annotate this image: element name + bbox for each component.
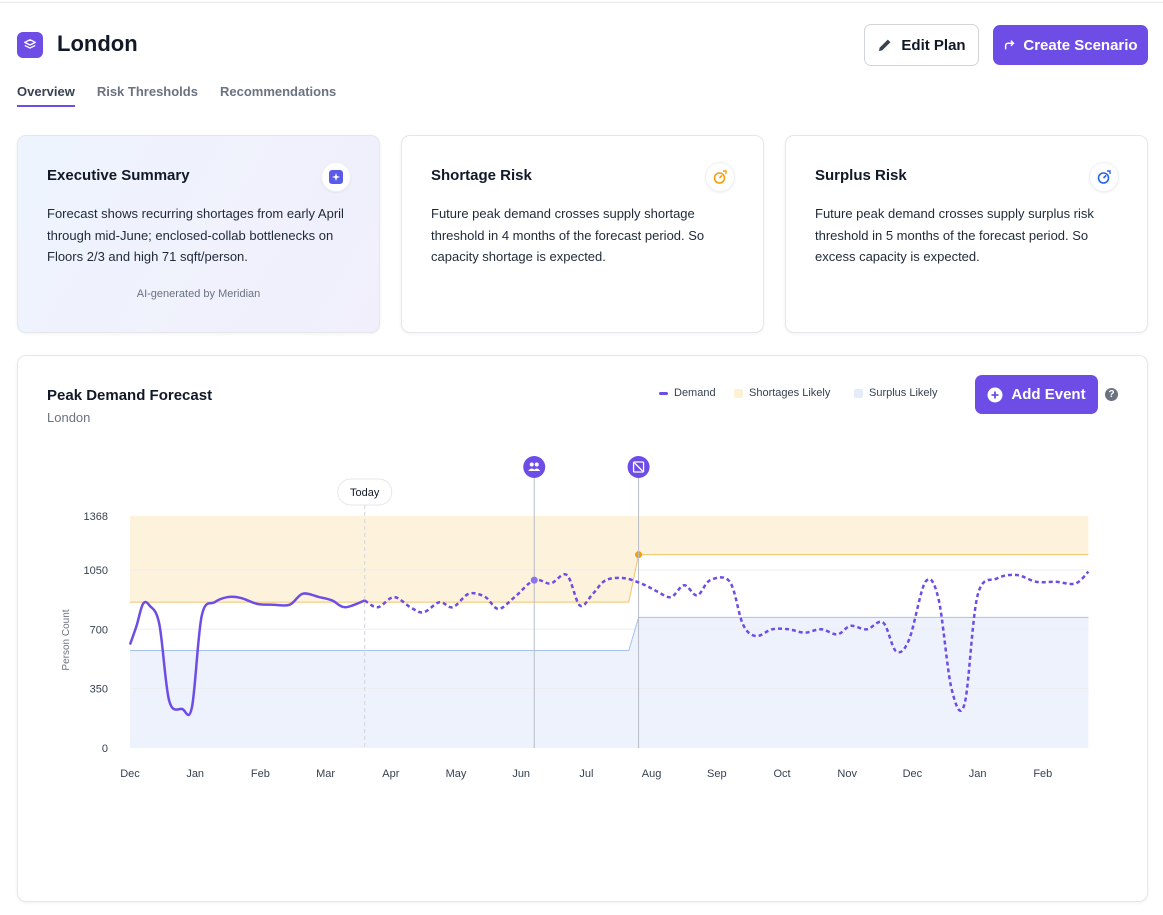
legend-shortage-swatch xyxy=(734,388,743,398)
executive-summary-title: Executive Summary xyxy=(47,167,190,184)
x-tick-label-7: Jul xyxy=(579,768,593,780)
forecast-subtitle: London xyxy=(47,410,91,425)
today-label: Today xyxy=(350,487,380,499)
people-icon-body xyxy=(528,468,541,471)
surplus-gauge-icon xyxy=(1089,162,1119,192)
y-tick-label-0: 0 xyxy=(102,743,108,755)
y-tick-label-2: 700 xyxy=(90,624,108,636)
surplus-band xyxy=(130,617,1089,748)
demand-line-forecast xyxy=(364,570,1090,712)
shortage-band xyxy=(130,516,1089,603)
surplus-risk-title: Surplus Risk xyxy=(815,167,907,184)
tab-bar: Overview Risk Thresholds Recommendations xyxy=(17,84,336,107)
executive-summary-card: Executive Summary Forecast shows recurri… xyxy=(17,135,380,333)
legend-surplus-label: Surplus Likely xyxy=(869,387,938,399)
tab-recommendations[interactable]: Recommendations xyxy=(219,84,337,99)
x-tick-label-0: Dec xyxy=(120,768,140,780)
branch-icon xyxy=(1005,40,1015,50)
forecast-title: Peak Demand Forecast xyxy=(47,387,213,404)
x-tick-label-2: Feb xyxy=(251,768,270,780)
legend-surplus: Surplus Likely xyxy=(854,387,937,399)
x-tick-label-14: Feb xyxy=(1033,768,1052,780)
today-pill xyxy=(337,478,393,506)
x-tick-label-11: Nov xyxy=(837,768,857,780)
surplus-risk-text: Future peak demand crosses supply surplu… xyxy=(815,206,1094,264)
y-axis-label: Person Count xyxy=(61,609,72,670)
add-event-button[interactable]: Add Event xyxy=(975,375,1098,414)
x-tick-label-4: Apr xyxy=(382,768,399,780)
create-scenario-label: Create Scenario xyxy=(1023,36,1138,54)
shrink-icon-slash xyxy=(634,462,644,472)
edit-plan-label: Edit Plan xyxy=(901,36,966,54)
y-tick-label-1: 350 xyxy=(90,684,108,696)
y-tick-label-4: 1368 xyxy=(84,511,108,523)
shortage-risk-card: Shortage Risk Future peak demand crosses… xyxy=(401,135,764,333)
legend-demand-label: Demand xyxy=(674,387,716,399)
x-tick-label-12: Dec xyxy=(903,768,923,780)
x-tick-label-1: Jan xyxy=(186,768,204,780)
x-tick-label-13: Jan xyxy=(969,768,987,780)
people-icon-head-b xyxy=(534,462,539,467)
legend-shortage-label: Shortages Likely xyxy=(749,387,831,399)
shrink-icon-frame xyxy=(632,461,645,473)
shortage-risk-title: Shortage Risk xyxy=(431,167,532,184)
tab-overview[interactable]: Overview xyxy=(17,84,75,107)
x-tick-label-5: May xyxy=(446,768,467,780)
people-icon xyxy=(523,456,546,478)
legend-shortage: Shortages Likely xyxy=(734,387,830,399)
surplus-threshold-line xyxy=(130,616,1089,651)
executive-summary-text: Forecast shows recurring shortages from … xyxy=(47,206,344,264)
pencil-icon xyxy=(879,39,891,51)
page-title: London xyxy=(57,31,138,56)
shortage-threshold-line xyxy=(130,554,1089,603)
x-tick-label-6: Jun xyxy=(512,768,530,780)
ai-generated-note: AI-generated by Meridian xyxy=(136,288,261,300)
legend-demand: Demand xyxy=(659,387,716,399)
help-icon[interactable]: ? xyxy=(1105,388,1118,401)
sparkle-icon[interactable] xyxy=(321,162,351,192)
y-tick-label-3: 1050 xyxy=(84,565,108,577)
surplus-risk-card: Surplus Risk Future peak demand crosses … xyxy=(785,135,1148,333)
edit-plan-button[interactable]: Edit Plan xyxy=(864,24,979,66)
add-event-label: Add Event xyxy=(1011,386,1086,403)
x-tick-label-10: Oct xyxy=(773,768,790,780)
legend-surplus-swatch xyxy=(854,388,863,398)
demand-line-actual xyxy=(128,592,366,717)
people-icon-head-a xyxy=(529,462,534,467)
tab-risk-thresholds[interactable]: Risk Thresholds xyxy=(96,84,198,99)
x-tick-label-9: Sep xyxy=(707,768,727,780)
x-tick-label-8: Aug xyxy=(642,768,662,780)
layers-icon xyxy=(17,32,43,58)
event-demand-marker xyxy=(530,576,538,584)
shortage-gauge-icon xyxy=(705,162,735,192)
create-scenario-button[interactable]: Create Scenario xyxy=(993,25,1148,65)
x-tick-label-3: Mar xyxy=(316,768,335,780)
shortage-risk-text: Future peak demand crosses supply shorta… xyxy=(431,206,705,264)
plus-circle-icon xyxy=(987,387,1003,402)
legend-demand-swatch xyxy=(659,391,668,395)
top-border xyxy=(0,0,1163,3)
